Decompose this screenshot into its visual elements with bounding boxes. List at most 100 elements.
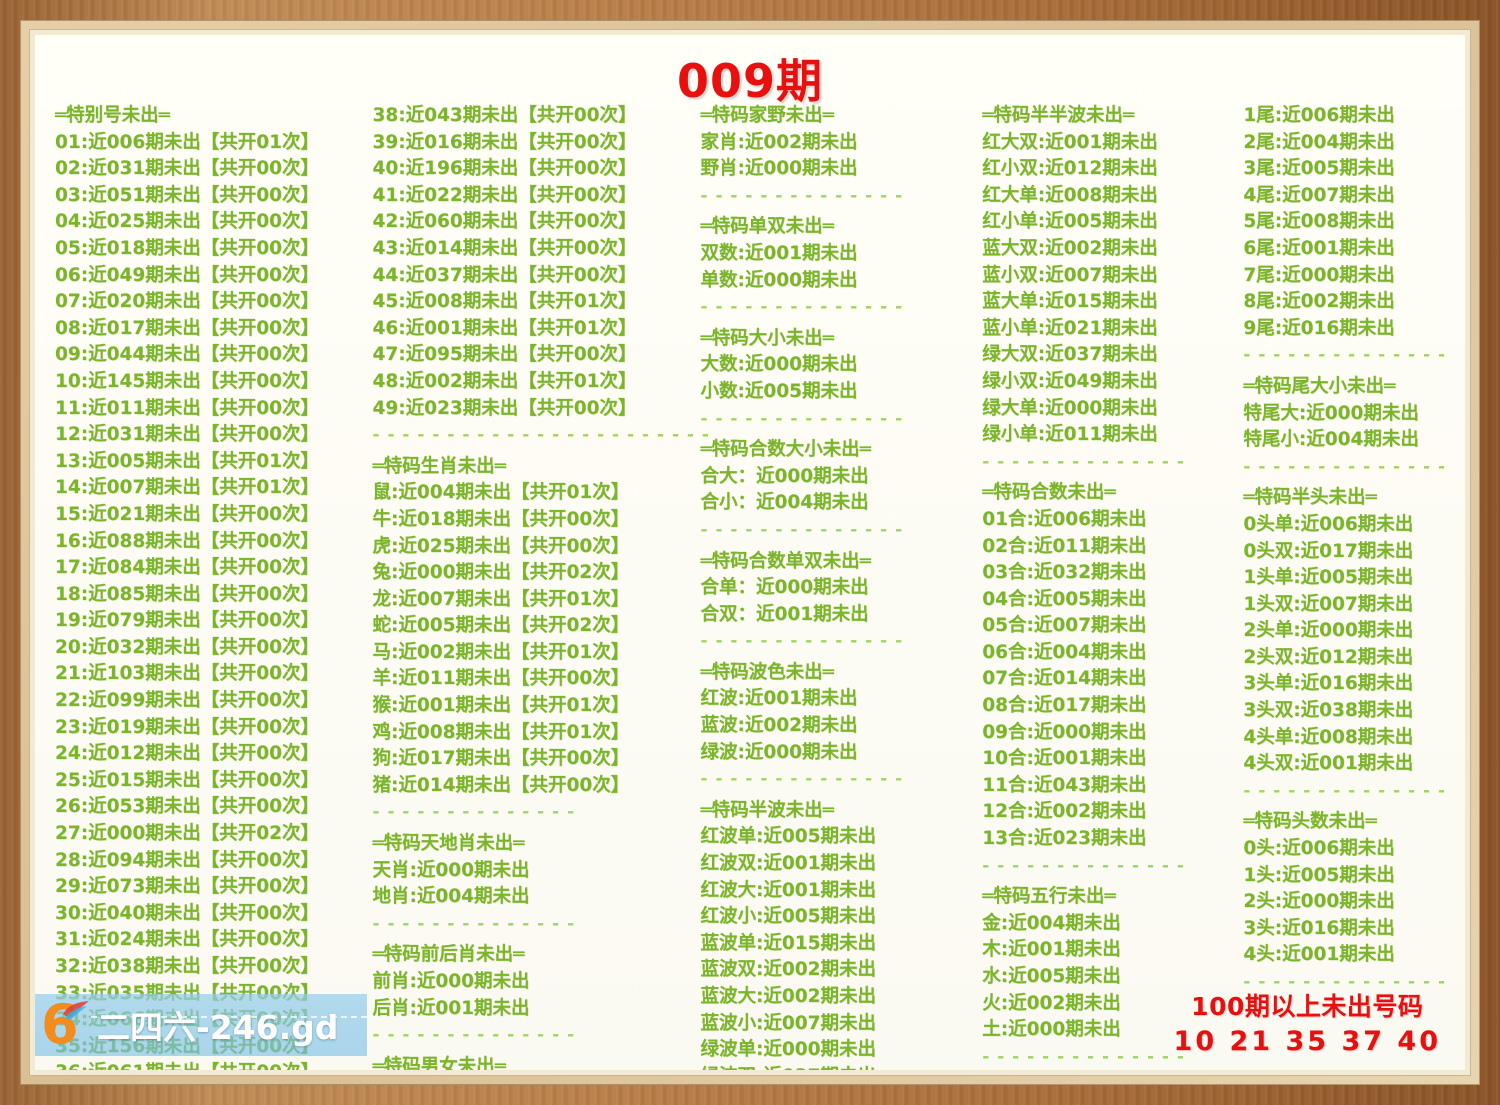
stat-line: 1头双:近007期未出	[1243, 593, 1414, 615]
section-separator: - - - - - - - - - - - - - -	[982, 855, 1185, 876]
stat-line: 鸡:近008期未出【共开01次】	[372, 721, 630, 743]
stat-line: 39:近016期未出【共开00次】	[372, 131, 637, 153]
stat-line: 鼠:近004期未出【共开01次】	[372, 482, 630, 504]
stat-line: 03:近051期未出【共开00次】	[55, 184, 320, 206]
section-header: ═特码天地肖未出═	[372, 833, 525, 855]
stat-line: 0头双:近017期未出	[1243, 540, 1414, 562]
stat-line: 32:近038期未出【共开00次】	[55, 956, 320, 977]
frame-mat-outer: 009期 ═特别号未出═ 01:近006期未出【共开01次】 02:近031期未出【…	[20, 20, 1480, 1085]
stat-line: 猪:近014期未出【共开00次】	[372, 774, 630, 796]
stat-line: 蓝波小:近007期未出	[700, 1012, 876, 1034]
stat-line: 红波双:近001期未出	[700, 853, 876, 875]
stat-line: 绿小双:近049期未出	[982, 370, 1158, 392]
section-separator: - - - - - - - - - - - - - -	[1243, 345, 1447, 366]
stat-line: 0头单:近006期未出	[1243, 513, 1414, 535]
stat-line: 40:近196期未出【共开00次】	[372, 158, 637, 180]
column-5: 1尾:近006期未出 2尾:近004期未出 3尾:近005期未出 4尾:近007期未出…	[1243, 103, 1465, 1070]
stat-line: 1尾:近006期未出	[1243, 105, 1395, 126]
section-header: ═特码半头未出═	[1243, 487, 1377, 509]
section-separator: - - - - - - - - - - - - - -	[700, 185, 904, 206]
stat-line: 红波:近001期未出	[700, 688, 858, 710]
section-header: ═特码半波未出═	[700, 799, 834, 821]
column-2: 38:近043期未出【共开00次】 39:近016期未出【共开00次】 40:近19…	[372, 103, 710, 1070]
stat-line: 虎:近025期未出【共开00次】	[372, 535, 630, 557]
stat-line: 金:近004期未出	[982, 912, 1121, 934]
stat-line: 3头:近016期未出	[1243, 917, 1395, 939]
section-separator: - - - - - - - - - - - - - -	[982, 451, 1185, 472]
stat-line: 27:近000期未出【共开02次】	[55, 823, 320, 845]
section-header: ═特码头数未出═	[1243, 811, 1377, 833]
section-header: ═特码单双未出═	[700, 216, 834, 238]
stat-line: 合单：近000期未出	[700, 577, 869, 599]
watermark-logo-icon: 6	[35, 994, 97, 1056]
section-header: ═特码半半波未出═	[982, 105, 1135, 126]
stat-line: 猴:近001期未出【共开01次】	[372, 695, 630, 717]
stat-line: 地肖:近004期未出	[372, 886, 530, 908]
stat-line: 特尾大:近000期未出	[1243, 402, 1419, 424]
stat-line: 绿波单:近000期未出	[700, 1039, 876, 1061]
stat-line: 12合:近002期未出	[982, 801, 1147, 823]
stat-line: 30:近040期未出【共开00次】	[55, 902, 320, 924]
stat-line: 合小：近004期未出	[700, 492, 869, 514]
section-header: ═特码大小未出═	[700, 327, 834, 349]
stat-line: 羊:近011期未出【共开00次】	[372, 668, 630, 690]
section-header: ═特码合数未出═	[982, 482, 1116, 504]
stat-line: 6尾:近001期未出	[1243, 237, 1395, 259]
stat-line: 10:近145期未出【共开00次】	[55, 370, 320, 392]
stat-line: 绿大双:近037期未出	[982, 344, 1158, 366]
stat-line: 8尾:近002期未出	[1243, 291, 1395, 313]
section-separator: - - - - - - - - - - - - - -	[700, 408, 904, 429]
stat-line: 后肖:近001期未出	[372, 997, 530, 1019]
stat-line: 前肖:近000期未出	[372, 971, 530, 992]
section-separator: - - - - - - - - - - - - - - - - - - - - …	[372, 425, 710, 446]
stat-line: 38:近043期未出【共开00次】	[372, 105, 637, 126]
stat-line: 04:近025期未出【共开00次】	[55, 211, 320, 233]
stat-line: 46:近001期未出【共开01次】	[372, 317, 637, 339]
stat-line: 绿大单:近000期未出	[982, 397, 1158, 419]
stat-line: 2尾:近004期未出	[1243, 131, 1395, 153]
stat-line: 07合:近014期未出	[982, 668, 1147, 690]
page-title: 009期	[676, 54, 824, 108]
section-header: ═特别号未出═	[55, 105, 170, 126]
stat-line: 03合:近032期未出	[982, 562, 1147, 584]
stat-line: 4头双:近001期未出	[1243, 753, 1414, 775]
stat-line: 9尾:近016期未出	[1243, 317, 1395, 339]
stat-line: 红大双:近001期未出	[982, 131, 1158, 153]
stat-line: 5尾:近008期未出	[1243, 211, 1395, 233]
stat-line: 49:近023期未出【共开00次】	[372, 397, 637, 419]
section-separator: - - - - - - - - - - - - - -	[700, 769, 904, 790]
stat-line: 合双：近001期未出	[700, 603, 869, 625]
stat-line: 0头:近006期未出	[1243, 838, 1395, 860]
section-header: ═特码五行未出═	[982, 886, 1116, 908]
stat-line: 48:近002期未出【共开01次】	[372, 370, 637, 392]
stat-line: 小数:近005期未出	[700, 380, 858, 402]
stat-line: 4头单:近008期未出	[1243, 726, 1414, 748]
stat-line: 2头:近000期未出	[1243, 891, 1395, 913]
section-header: ═特码合数单双未出═	[700, 550, 871, 572]
stat-line: 28:近094期未出【共开00次】	[55, 849, 320, 871]
stat-line: 13:近005期未出【共开01次】	[55, 450, 320, 472]
section-separator: - - - - - - - - - - - - - -	[982, 1046, 1185, 1067]
stat-line: 水:近005期未出	[982, 966, 1121, 987]
stat-line: 天肖:近000期未出	[372, 859, 530, 881]
stat-line: 狗:近017期未出【共开00次】	[372, 748, 630, 770]
stat-line: 44:近037期未出【共开00次】	[372, 264, 637, 286]
stat-line: 36:近061期未出【共开00次】	[55, 1060, 372, 1070]
stat-line: 20:近032期未出【共开00次】	[55, 636, 320, 658]
stat-line: 蓝波大:近002期未出	[700, 986, 876, 1007]
stat-line: 马:近002期未出【共开01次】	[372, 641, 630, 663]
stat-line: 08合:近017期未出	[982, 695, 1147, 717]
stat-line: 41:近022期未出【共开00次】	[372, 184, 637, 206]
poster-canvas: 009期 ═特别号未出═ 01:近006期未出【共开01次】 02:近031期未出【…	[35, 35, 1465, 1070]
stat-line: 蓝波单:近015期未出	[700, 932, 876, 954]
stat-line: 09合:近000期未出	[982, 721, 1147, 743]
stat-line: 11:近011期未出【共开00次】	[55, 397, 320, 419]
stat-line: 蓝大单:近015期未出	[982, 291, 1158, 313]
stat-line: 蓝大双:近002期未出	[982, 237, 1158, 259]
stat-line: 10合:近001期未出	[982, 748, 1147, 770]
stat-line: 蛇:近005期未出【共开02次】	[372, 615, 630, 637]
section-header: ═特码家野未出═	[700, 105, 834, 126]
stat-line: 红小单:近005期未出	[982, 211, 1158, 233]
column-3: ═特码家野未出═ 家肖:近002期未出 野肖:近000期未出 - - - - - - …	[700, 103, 982, 1070]
